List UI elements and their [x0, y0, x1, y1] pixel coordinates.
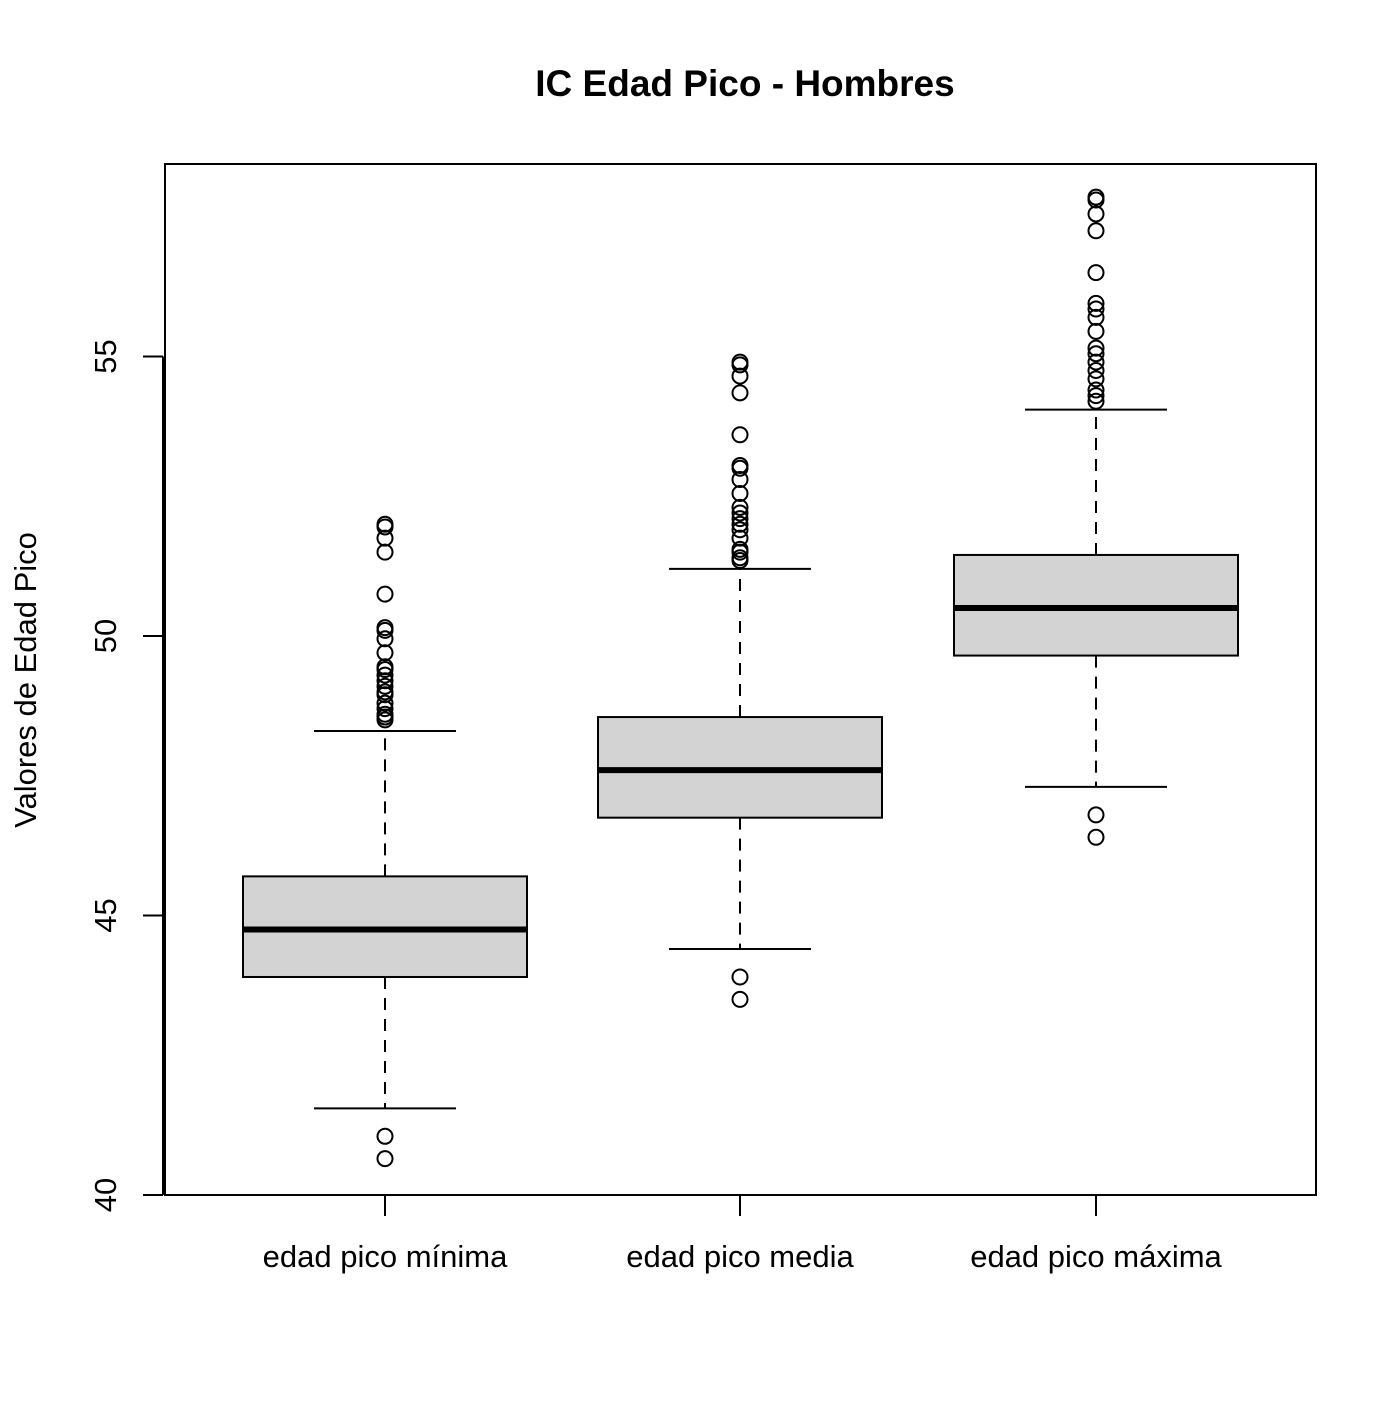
- y-tick-label: 50: [88, 619, 123, 653]
- outlier-point: [731, 504, 749, 522]
- outlier-point: [731, 521, 749, 539]
- x-tick-label: edad pico mínima: [263, 1239, 508, 1274]
- x-tick-label: edad pico media: [626, 1239, 854, 1274]
- y-axis-label: Valores de Edad Pico: [8, 532, 43, 828]
- outlier-point: [1087, 828, 1105, 846]
- outlier-point: [731, 510, 749, 528]
- outlier-point: [1087, 308, 1105, 326]
- outlier-point: [1087, 264, 1105, 282]
- outlier-point: [1087, 222, 1105, 240]
- outlier-point: [376, 694, 394, 712]
- outlier-point: [731, 529, 749, 547]
- outlier-point: [731, 367, 749, 385]
- outlier-point: [1087, 188, 1105, 206]
- x-tick-label: edad pico máxima: [970, 1239, 1222, 1274]
- y-tick-label: 40: [88, 1178, 123, 1212]
- outlier-point: [731, 426, 749, 444]
- outlier-point: [376, 666, 394, 684]
- outlier-point: [376, 644, 394, 662]
- outlier-point: [376, 672, 394, 690]
- outlier-point: [731, 353, 749, 371]
- outlier-point: [376, 630, 394, 648]
- outlier-point: [731, 484, 749, 502]
- outlier-point: [376, 585, 394, 603]
- outlier-point: [731, 457, 749, 475]
- outlier-point: [731, 515, 749, 533]
- outlier-point: [1087, 345, 1105, 363]
- outlier-point: [376, 529, 394, 547]
- outlier-point: [731, 540, 749, 558]
- outlier-point: [1087, 381, 1105, 399]
- outlier-point: [376, 705, 394, 723]
- y-tick-label: 55: [88, 339, 123, 373]
- outlier-point: [1087, 205, 1105, 223]
- y-tick-label: 45: [88, 898, 123, 932]
- outlier-point: [1087, 806, 1105, 824]
- outlier-point: [376, 1127, 394, 1145]
- plot-frame: [164, 163, 1317, 1196]
- outlier-point: [1087, 339, 1105, 357]
- outlier-point: [731, 549, 749, 567]
- outlier-point: [731, 498, 749, 516]
- outlier-point: [376, 619, 394, 637]
- outlier-point: [731, 968, 749, 986]
- chart-title: IC Edad Pico - Hombres: [535, 63, 954, 104]
- outlier-point: [376, 677, 394, 695]
- outlier-point: [1087, 392, 1105, 410]
- outlier-point: [731, 470, 749, 488]
- outlier-point: [1087, 370, 1105, 388]
- outlier-point: [1087, 322, 1105, 340]
- outlier-point: [376, 700, 394, 718]
- outlier-point: [1087, 387, 1105, 405]
- outlier-point: [376, 683, 394, 701]
- outlier-point: [376, 658, 394, 676]
- outlier-point: [1087, 361, 1105, 379]
- outlier-point: [1087, 294, 1105, 312]
- outlier-point: [731, 990, 749, 1008]
- outlier-point: [376, 1150, 394, 1168]
- outlier-point: [376, 515, 394, 533]
- chart-marks: 40 45 50 55 edad pico mínima edad pico media e…: [88, 188, 1239, 1274]
- outlier-point: [376, 543, 394, 561]
- outlier-point: [731, 384, 749, 402]
- outlier-point: [1087, 300, 1105, 318]
- outlier-point: [1087, 353, 1105, 371]
